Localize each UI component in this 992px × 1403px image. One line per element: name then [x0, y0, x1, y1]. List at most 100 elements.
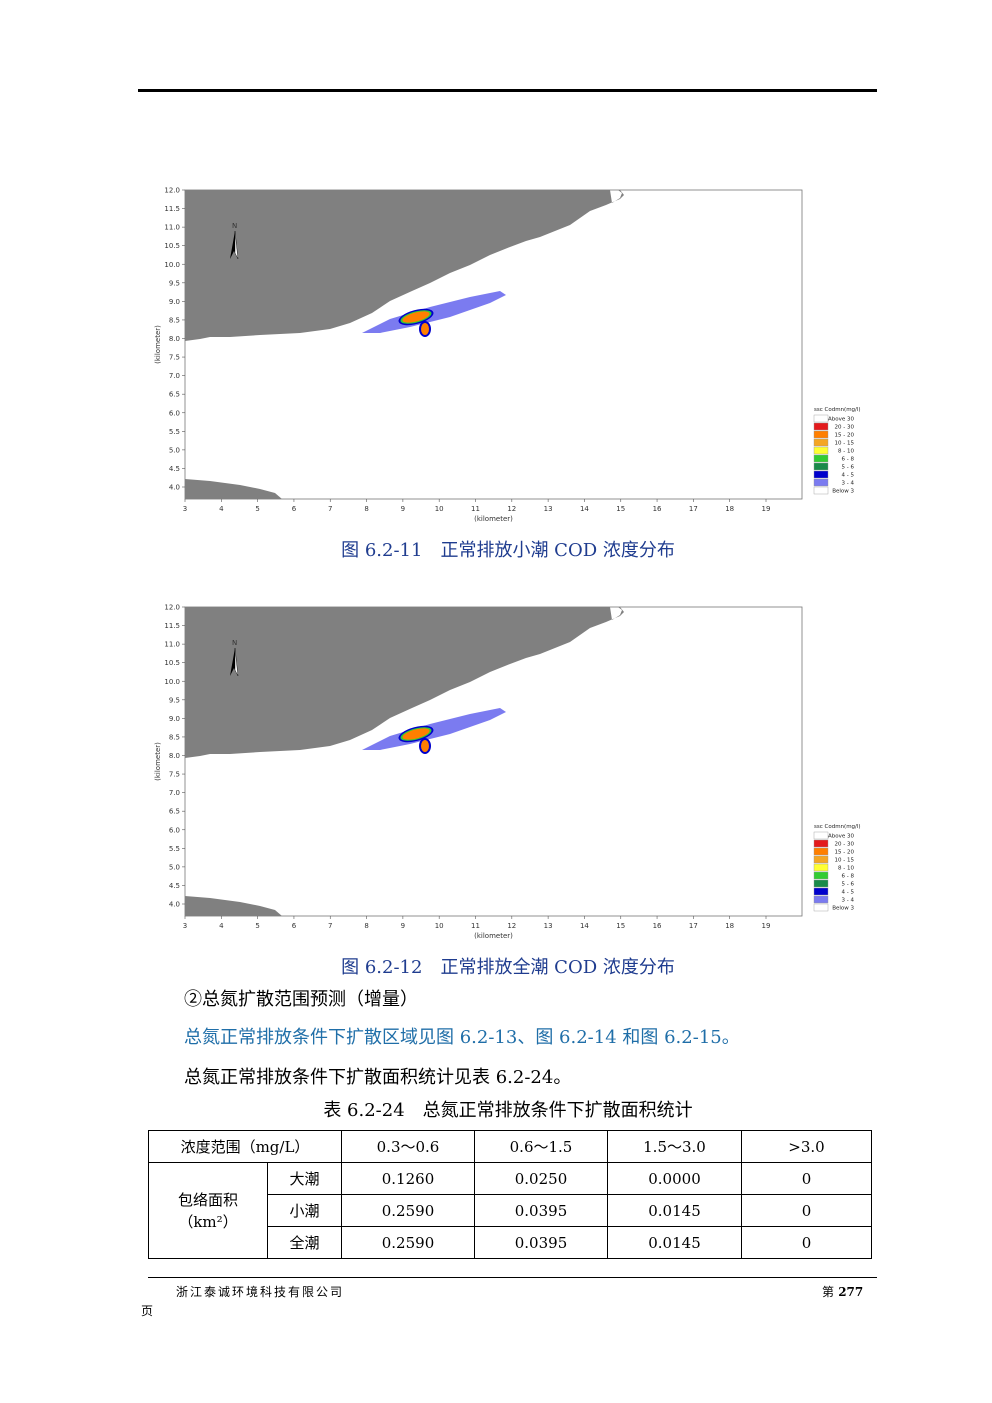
legend-label: 20 - 30: [835, 842, 855, 848]
x-tick-label: 13: [544, 505, 553, 513]
header-cell: 0.6～1.5: [474, 1130, 608, 1163]
x-tick-label: 15: [616, 505, 625, 513]
figure-caption-2: 图 6.2-12 正常排放全潮 COD 浓度分布: [341, 957, 675, 978]
land-south: [185, 896, 282, 916]
x-tick-label: 10: [435, 922, 444, 930]
tide-cell: 大潮: [267, 1162, 342, 1195]
legend-swatch: [813, 454, 829, 463]
x-tick-label: 15: [616, 922, 625, 930]
x-tick-label: 3: [183, 505, 187, 513]
header-cell: 浓度范围（mg/L）: [148, 1130, 342, 1163]
x-axis-label: (kilometer): [474, 515, 513, 523]
legend-swatch: [813, 831, 829, 840]
x-tick-label: 5: [255, 505, 259, 513]
y-axis-label: (kilometer): [154, 742, 162, 781]
legend-swatch: [813, 871, 829, 880]
legend-label: 10 - 15: [835, 441, 855, 447]
land-south: [185, 479, 282, 499]
header-cell: 0.3～0.6: [341, 1130, 475, 1163]
legend-title: ssc Codmn(mg/l): [814, 407, 861, 413]
page-number: 277: [838, 1285, 864, 1299]
legend-swatch: [813, 478, 829, 487]
x-tick-label: 8: [364, 505, 368, 513]
y-tick-label: 11.0: [164, 224, 180, 232]
legend-swatch: [813, 895, 829, 904]
value-cell: 0.0395: [474, 1226, 608, 1259]
plume-outer: [362, 291, 506, 333]
x-tick-label: 11: [471, 505, 480, 513]
legend-label: 3 - 4: [842, 898, 855, 904]
value-cell: 0: [741, 1162, 872, 1195]
y-tick-label: 6.5: [169, 391, 180, 399]
plume-core: [402, 728, 430, 740]
x-tick-label: 19: [762, 922, 771, 930]
x-tick-label: 17: [689, 505, 698, 513]
header-cell: 1.5～3.0: [607, 1130, 742, 1163]
x-tick-label: 10: [435, 505, 444, 513]
table-row: 包络面积 （km²） 大潮 0.1260 0.0250 0.0000 0: [148, 1162, 872, 1259]
legend-label: 4 - 5: [842, 473, 855, 479]
y-tick-label: 5.0: [169, 863, 180, 871]
x-tick-label: 12: [507, 922, 516, 930]
y-tick-label: 5.0: [169, 446, 180, 454]
figure-caption-1: 图 6.2-11 正常排放小潮 COD 浓度分布: [341, 540, 675, 561]
y-tick-label: 11.5: [164, 622, 180, 630]
land-north: [185, 190, 624, 341]
legend-label: Above 30: [828, 834, 855, 840]
legend-label: 20 - 30: [835, 425, 855, 431]
y-tick-label: 6.0: [169, 409, 180, 417]
north-arrow-half: [234, 230, 239, 260]
table-header-row: 浓度范围（mg/L） 0.3～0.6 0.6～1.5 1.5～3.0 >3.0: [148, 1130, 872, 1163]
north-arrow-half: [234, 647, 239, 677]
x-tick-label: 13: [544, 922, 553, 930]
tide-cell: 小潮: [267, 1194, 342, 1227]
y-tick-label: 8.5: [169, 316, 180, 324]
cod-map-1: N 3 4 5 6 7 8 9 10 11 12 13 14 15 16 17 18 19 (kilometer) 1…: [154, 187, 861, 524]
page-suffix: 页: [141, 1304, 154, 1318]
x-tick-label: 9: [401, 505, 405, 513]
legend-label: 6 - 8: [842, 457, 855, 463]
legend-swatch: [813, 879, 829, 888]
value-cell: 0.0000: [607, 1162, 742, 1195]
value-cell: 0.0145: [607, 1226, 742, 1259]
y-tick-label: 8.0: [169, 335, 180, 343]
y-tick-label: 6.5: [169, 808, 180, 816]
x-tick-label: 6: [292, 505, 297, 513]
x-tick-label: 12: [507, 505, 516, 513]
legend-label: 8 - 10: [838, 866, 854, 872]
x-tick-label: 9: [401, 922, 405, 930]
legend-title: ssc Codmn(mg/l): [814, 824, 861, 830]
value-cell: 0.0250: [474, 1162, 608, 1195]
legend-label: 5 - 6: [842, 882, 855, 888]
y-tick-label: 9.0: [169, 715, 180, 723]
legend-swatch: [813, 430, 829, 439]
y-tick-label: 4.5: [169, 465, 180, 473]
legend-label: Below 3: [832, 906, 854, 912]
y-axis-label: (kilometer): [154, 325, 162, 364]
footer-company: 浙江泰诚环境科技有限公司: [176, 1285, 345, 1299]
y-tick-label: 9.5: [169, 696, 180, 704]
legend-label: 5 - 6: [842, 465, 855, 471]
legend-label: 8 - 10: [838, 449, 854, 455]
y-tick-label: 11.5: [164, 205, 180, 213]
paragraph-figure-reference[interactable]: 总氮正常排放条件下扩散区域见图 6.2-13、图 6.2-14 和图 6.2-1…: [184, 1027, 740, 1048]
footer-rule: [148, 1277, 877, 1278]
value-cell: 0.0395: [474, 1194, 608, 1227]
y-tick-label: 6.0: [169, 826, 180, 834]
x-tick-label: 11: [471, 922, 480, 930]
legend-swatch: [813, 414, 829, 423]
legend-swatch: [813, 855, 829, 864]
y-tick-label: 11.0: [164, 641, 180, 649]
value-cell: 0.0145: [607, 1194, 742, 1227]
x-tick-label: 5: [255, 922, 259, 930]
y-tick-label: 5.5: [169, 845, 180, 853]
y-tick-label: 7.0: [169, 372, 180, 380]
legend-label: Above 30: [828, 417, 855, 423]
x-tick-label: 7: [328, 922, 332, 930]
plume-lobe-core: [421, 323, 429, 335]
value-cell: 0.2590: [341, 1226, 475, 1259]
y-tick-label: 12.0: [164, 187, 180, 195]
y-tick-label: 10.0: [164, 678, 180, 686]
north-label: N: [232, 222, 237, 230]
x-tick-label: 17: [689, 922, 698, 930]
